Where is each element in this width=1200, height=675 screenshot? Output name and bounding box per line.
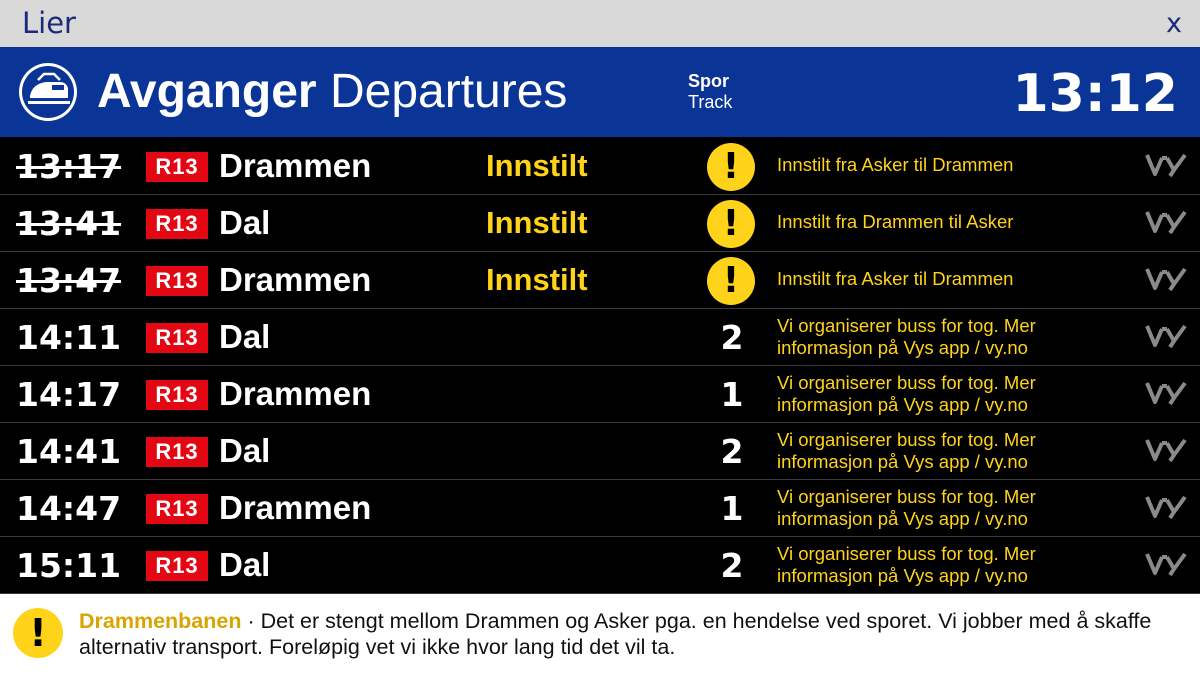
departure-message: Innstilt fra Drammen til Asker bbox=[777, 211, 1014, 232]
title-bar: Lier x bbox=[0, 0, 1200, 47]
departure-time: 14:41 bbox=[16, 432, 122, 471]
departure-row: 13:17 R13 Drammen Innstilt! Innstilt fra Ask… bbox=[0, 138, 1200, 195]
departures-header: Avganger Departures Spor Track 13:12 bbox=[0, 47, 1200, 137]
departure-row: 14:41 R13 Dal 2 Vi organiserer buss for tog.… bbox=[0, 423, 1200, 480]
departure-message: Vi organiserer buss for tog. Mer informa… bbox=[777, 429, 1036, 472]
warning-icon: ! bbox=[707, 200, 755, 248]
vy-logo-icon bbox=[1145, 267, 1187, 292]
departure-message: Innstilt fra Asker til Drammen bbox=[777, 268, 1014, 289]
current-time: 13:12 bbox=[1012, 64, 1178, 124]
departure-row: 15:11 R13 Dal 2 Vi organiserer buss for tog.… bbox=[0, 537, 1200, 594]
notice-message: Det er stengt mellom Drammen og Asker pg… bbox=[79, 609, 1152, 659]
line-badge: R13 bbox=[146, 152, 208, 182]
destination: Drammen bbox=[219, 375, 372, 412]
title-english: Departures bbox=[329, 65, 568, 118]
track-number: 2 bbox=[720, 546, 744, 585]
status-label: Innstilt bbox=[486, 148, 588, 183]
departure-time: 14:11 bbox=[16, 318, 122, 357]
destination: Drammen bbox=[219, 489, 372, 526]
vy-logo-icon bbox=[1145, 552, 1187, 577]
departure-message: Vi organiserer buss for tog. Mer informa… bbox=[777, 372, 1036, 415]
status-label: Innstilt bbox=[486, 262, 588, 297]
train-icon bbox=[19, 63, 77, 121]
departure-row: 14:47 R13 Drammen 1 Vi organiserer buss for … bbox=[0, 480, 1200, 537]
departure-time: 15:11 bbox=[16, 546, 122, 585]
departure-time: 13:41 bbox=[16, 204, 122, 243]
service-notice: ! Drammenbanen · Det er stengt mellom Dr… bbox=[0, 594, 1200, 675]
warning-icon: ! bbox=[707, 257, 755, 305]
destination: Dal bbox=[219, 318, 271, 355]
track-label-norwegian: Spor bbox=[688, 71, 730, 91]
departure-time: 14:47 bbox=[16, 489, 122, 528]
track-number: 1 bbox=[720, 489, 744, 528]
title-norwegian: Avganger bbox=[97, 65, 317, 118]
destination: Dal bbox=[219, 432, 271, 469]
track-column-header: Spor Track bbox=[688, 71, 732, 113]
vy-logo-icon bbox=[1145, 495, 1187, 520]
warning-icon: ! bbox=[707, 143, 755, 191]
vy-logo-icon bbox=[1145, 381, 1187, 406]
notice-separator: · bbox=[241, 609, 261, 633]
track-number: 2 bbox=[720, 318, 744, 357]
departure-time: 14:17 bbox=[16, 375, 122, 414]
notice-text: Drammenbanen · Det er stengt mellom Dram… bbox=[79, 608, 1179, 660]
vy-logo-icon bbox=[1145, 324, 1187, 349]
vy-logo-icon bbox=[1145, 153, 1187, 178]
line-badge: R13 bbox=[146, 380, 208, 410]
departure-row: 13:41 R13 Dal Innstilt! Innstilt fra Drammen… bbox=[0, 195, 1200, 252]
departure-time: 13:17 bbox=[16, 147, 122, 186]
line-badge: R13 bbox=[146, 323, 208, 353]
destination: Dal bbox=[219, 204, 271, 241]
line-badge: R13 bbox=[146, 551, 208, 581]
departure-message: Vi organiserer buss for tog. Mer informa… bbox=[777, 543, 1036, 586]
close-button[interactable]: x bbox=[1166, 8, 1182, 39]
track-number: 2 bbox=[720, 432, 744, 471]
vy-logo-icon bbox=[1145, 210, 1187, 235]
destination: Drammen bbox=[219, 261, 372, 298]
track-number: 1 bbox=[720, 375, 744, 414]
status-label: Innstilt bbox=[486, 205, 588, 240]
station-name: Lier bbox=[22, 6, 76, 40]
destination: Dal bbox=[219, 546, 271, 583]
departure-list: 13:17 R13 Drammen Innstilt! Innstilt fra Ask… bbox=[0, 138, 1200, 594]
line-badge: R13 bbox=[146, 437, 208, 467]
departure-row: 14:17 R13 Drammen 1 Vi organiserer buss for … bbox=[0, 366, 1200, 423]
departure-time: 13:47 bbox=[16, 261, 122, 300]
line-badge: R13 bbox=[146, 266, 208, 296]
line-badge: R13 bbox=[146, 494, 208, 524]
track-label-english: Track bbox=[688, 92, 733, 112]
destination: Drammen bbox=[219, 147, 372, 184]
departure-message: Vi organiserer buss for tog. Mer informa… bbox=[777, 315, 1036, 358]
departure-message: Innstilt fra Asker til Drammen bbox=[777, 154, 1014, 175]
page-title: Avganger Departures bbox=[97, 64, 567, 119]
vy-logo-icon bbox=[1145, 438, 1187, 463]
departure-row: 13:47 R13 Drammen Innstilt! Innstilt fra Ask… bbox=[0, 252, 1200, 309]
departure-message: Vi organiserer buss for tog. Mer informa… bbox=[777, 486, 1036, 529]
line-badge: R13 bbox=[146, 209, 208, 239]
departure-row: 14:11 R13 Dal 2 Vi organiserer buss for tog.… bbox=[0, 309, 1200, 366]
warning-icon: ! bbox=[13, 608, 63, 658]
notice-route: Drammenbanen bbox=[79, 609, 242, 633]
